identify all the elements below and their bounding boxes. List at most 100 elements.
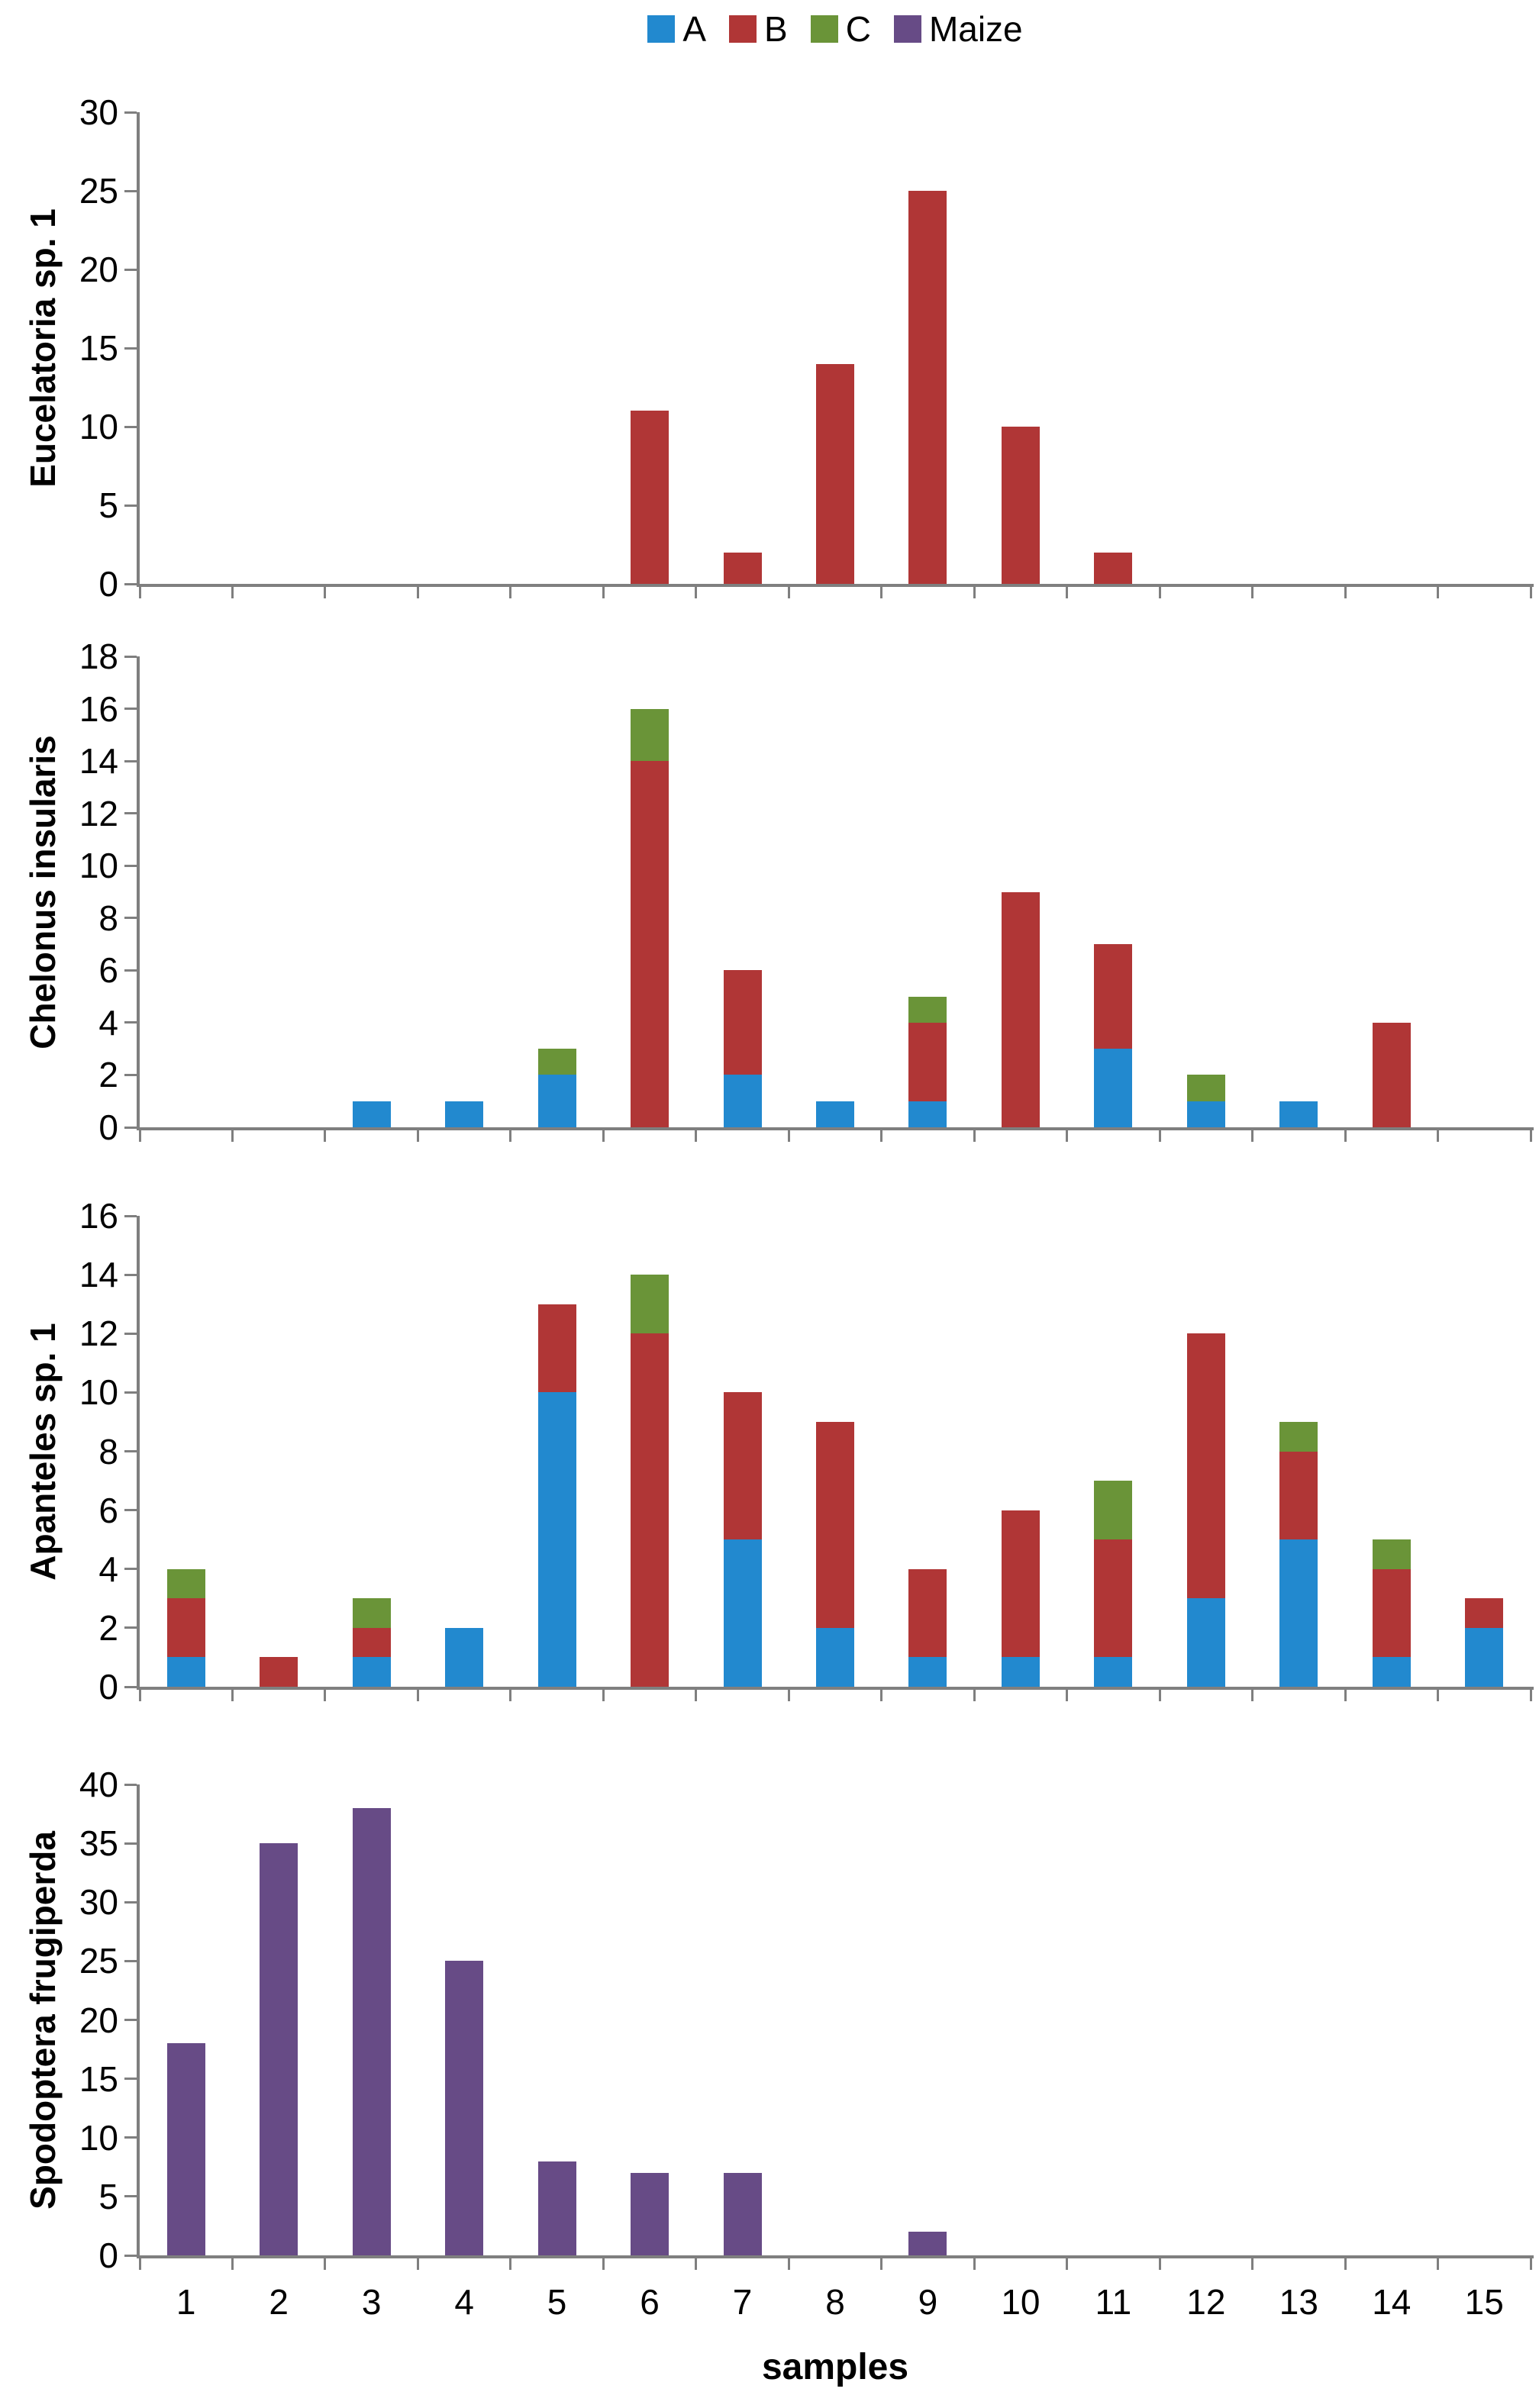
legend: A B C Maize (140, 11, 1531, 47)
x-axis-line (137, 1687, 1534, 1690)
bar-segment-b (631, 411, 669, 584)
x-tick (231, 587, 234, 598)
bar-segment-b (260, 1657, 298, 1687)
bar-segment-b (1001, 427, 1040, 584)
bar-segment-b (1094, 1539, 1133, 1658)
x-tick (1251, 2258, 1254, 2270)
bar-segment-b (816, 1421, 854, 1628)
y-tick (124, 759, 137, 762)
y-tick (124, 268, 137, 271)
legend-swatch-maize (893, 15, 921, 43)
x-tick (1529, 587, 1532, 598)
bar-segment-a (352, 1657, 391, 1687)
x-tick-label: 9 (918, 2282, 938, 2322)
bar-segment-maize (537, 2161, 576, 2255)
bar-segment-c (352, 1598, 391, 1628)
y-tick (124, 1273, 137, 1276)
y-tick (124, 812, 137, 815)
y-tick-label: 16 (79, 688, 118, 729)
y-tick (124, 1073, 137, 1076)
y-tick (124, 708, 137, 711)
y-tick-label: 0 (98, 2236, 118, 2275)
bar-segment-b (1372, 1568, 1411, 1658)
x-tick (1251, 1130, 1254, 1142)
x-tick-label: 11 (1095, 2282, 1132, 2322)
y-tick (124, 2019, 137, 2021)
y-axis-line (137, 1216, 140, 1690)
y-tick-label: 20 (79, 250, 118, 289)
y-tick-label: 25 (79, 171, 118, 211)
legend-label: Maize (928, 9, 1023, 49)
bar-segment-maize (260, 1843, 298, 2255)
legend-swatch-a (647, 15, 676, 43)
x-tick (324, 2258, 327, 2270)
bar-segment-maize (908, 2232, 947, 2255)
x-tick-label: 1 (176, 2282, 196, 2322)
bar-segment-c (537, 1049, 576, 1075)
x-tick (602, 1130, 605, 1142)
bar-segment-b (352, 1627, 391, 1658)
bar-segment-a (166, 1657, 205, 1687)
bar-segment-a (445, 1101, 484, 1127)
bar-segment-b (908, 191, 947, 584)
y-tick-label: 10 (79, 407, 118, 446)
bar-segment-b (723, 970, 762, 1075)
x-tick (1344, 587, 1347, 598)
bar-segment-b (1001, 891, 1040, 1127)
bar-segment-c (631, 708, 669, 762)
y-tick (124, 1900, 137, 1904)
x-tick (1437, 587, 1440, 598)
x-tick (787, 1130, 790, 1142)
y-axis-title-spodoptera-frugiperda: Spodoptera frugiperda (23, 1830, 63, 2210)
x-tick-label: 12 (1186, 2282, 1226, 2322)
y-tick-label: 0 (98, 1667, 118, 1707)
y-tick-label: 15 (79, 328, 118, 368)
x-tick (324, 1130, 327, 1142)
x-tick (602, 1690, 605, 1701)
y-tick (124, 1391, 137, 1394)
x-tick (1066, 1690, 1069, 1701)
x-tick (231, 2258, 234, 2270)
bar-segment-c (631, 1275, 669, 1334)
y-tick (124, 425, 137, 428)
x-tick-label: 7 (732, 2282, 753, 2322)
y-tick (124, 2136, 137, 2139)
legend-item-b: B (729, 11, 788, 47)
y-tick (124, 347, 137, 350)
x-tick (602, 587, 605, 598)
bar-segment-b (631, 1333, 669, 1687)
y-tick-label: 0 (98, 1107, 118, 1147)
bar-segment-a (1001, 1657, 1040, 1687)
x-tick (1529, 1690, 1532, 1701)
bar-segment-a (1465, 1627, 1504, 1687)
bar-segment-b (816, 363, 854, 584)
y-tick (124, 1959, 137, 1962)
y-tick (124, 917, 137, 920)
x-tick (231, 1690, 234, 1701)
x-tick (1344, 1130, 1347, 1142)
x-tick-label: 5 (547, 2282, 567, 2322)
x-tick (1437, 2258, 1440, 2270)
x-tick-label: 4 (454, 2282, 474, 2322)
x-tick (973, 1690, 976, 1701)
y-axis-line (137, 656, 140, 1130)
x-tick (324, 587, 327, 598)
y-tick-label: 18 (79, 637, 118, 676)
y-tick (124, 655, 137, 658)
bar-segment-b (1094, 552, 1133, 584)
y-tick-label: 20 (79, 2000, 118, 2040)
y-tick (124, 864, 137, 867)
bar-segment-b (1372, 1022, 1411, 1127)
y-tick (124, 1568, 137, 1571)
bar-segment-a (1186, 1101, 1225, 1127)
x-tick (787, 587, 790, 598)
y-tick (124, 2078, 137, 2081)
y-axis-title-chelonus-insularis: Chelonus insularis (23, 734, 63, 1049)
bar-segment-a (537, 1075, 576, 1127)
y-tick (124, 2254, 137, 2257)
x-tick-label: 6 (640, 2282, 660, 2322)
bar-segment-maize (445, 1961, 484, 2255)
legend-item-maize: Maize (893, 9, 1023, 49)
x-tick (973, 2258, 976, 2270)
